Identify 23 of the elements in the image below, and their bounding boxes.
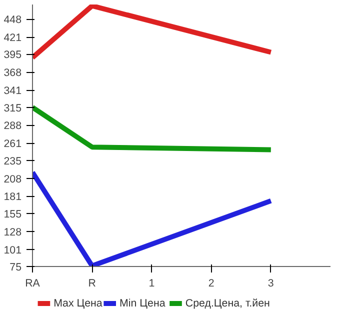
y-tick-label: 101 [4, 244, 22, 256]
y-tick-label: 261 [4, 138, 22, 150]
y-tick-label: 341 [4, 85, 22, 98]
y-tick-label: 181 [4, 191, 22, 204]
legend-label: Max Цена [54, 298, 102, 310]
y-tick-label: 395 [4, 49, 22, 62]
legend-label: Min Цена [120, 298, 166, 310]
x-tick-label: 2 [208, 278, 214, 290]
y-tick-label: 235 [4, 155, 22, 168]
y-tick-label: 75 [10, 262, 22, 274]
y-tick-label: 155 [4, 208, 22, 220]
x-tick-label: 3 [268, 278, 274, 290]
x-tick-label: 1 [148, 278, 155, 290]
x-tick-label: R [88, 278, 96, 290]
y-tick-label: 421 [4, 32, 22, 44]
y-tick-label: 208 [4, 173, 22, 186]
y-tick-label: 288 [4, 120, 22, 132]
y-tick-label: 368 [4, 67, 22, 80]
y-tick-label: 128 [4, 226, 22, 238]
legend-label: Сред.Цена, т.йен [185, 298, 270, 310]
y-tick-label: 448 [4, 14, 22, 26]
y-tick-label: 315 [4, 102, 22, 114]
x-tick-label: RA [25, 278, 41, 290]
